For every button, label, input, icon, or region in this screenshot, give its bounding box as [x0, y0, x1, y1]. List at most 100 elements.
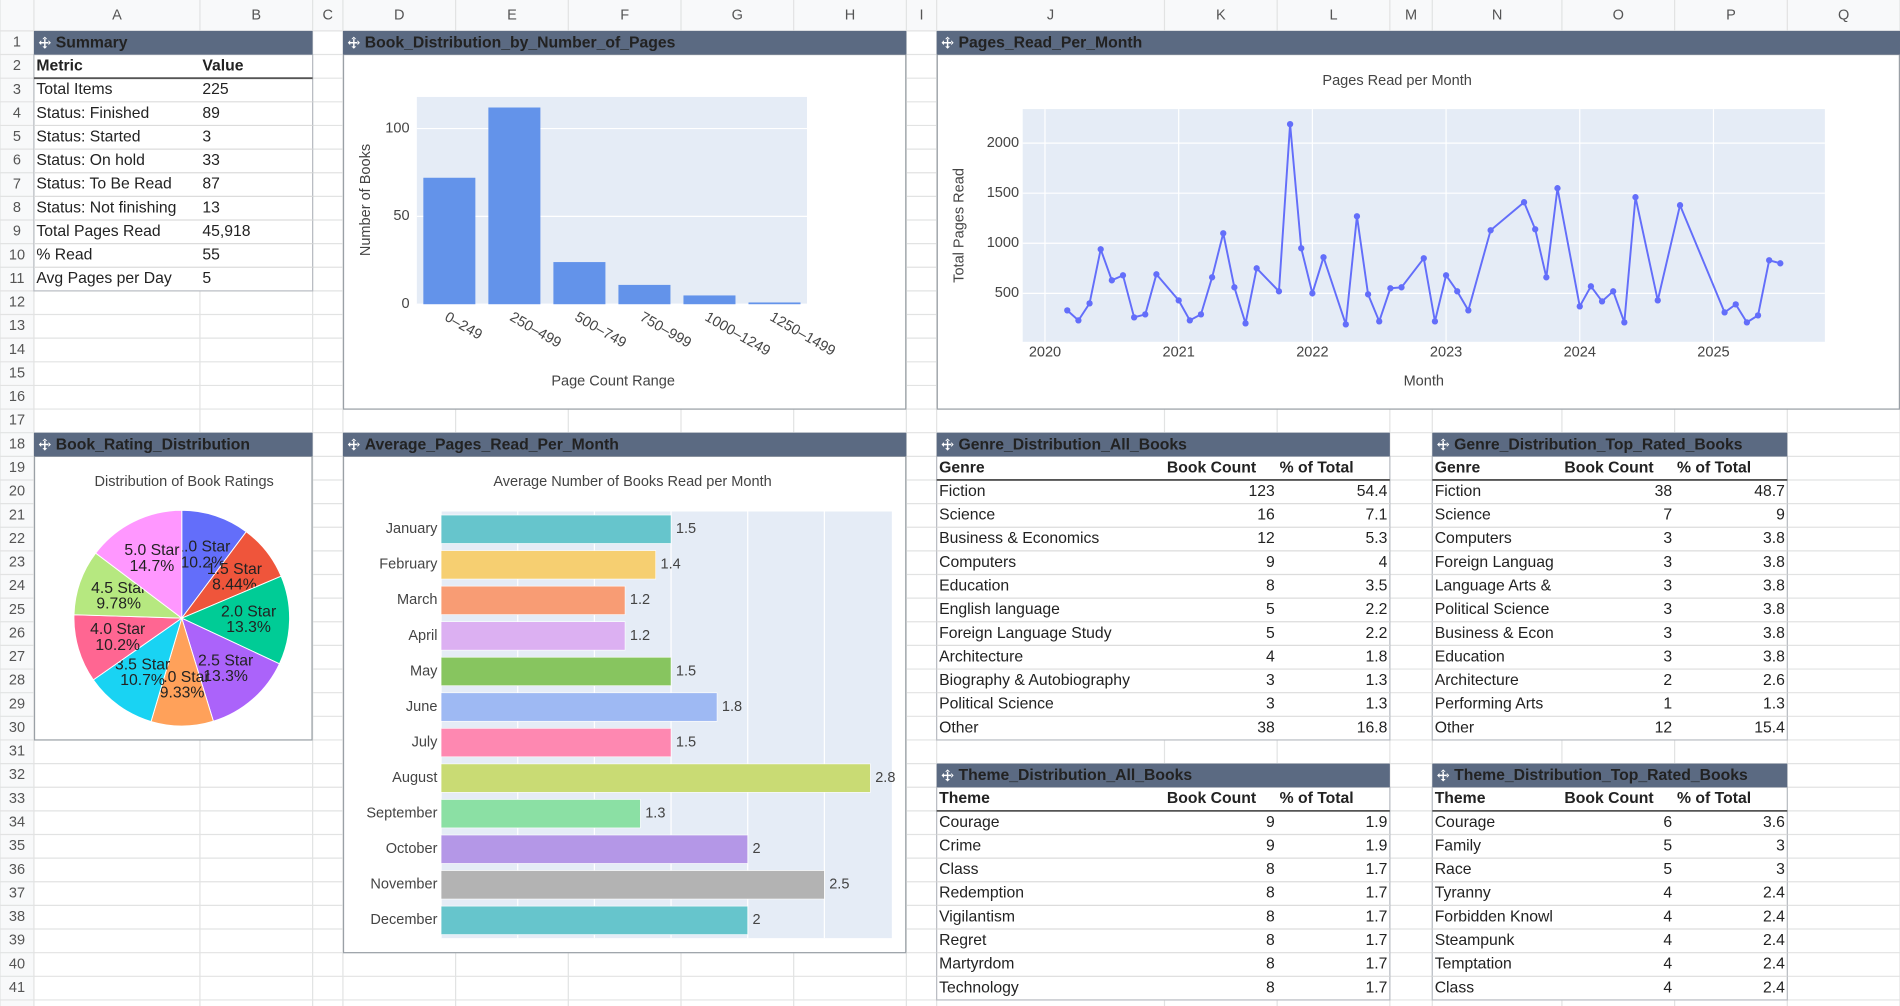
bar: [440, 870, 825, 900]
table-cell: 5: [202, 270, 211, 287]
table-cell: 4: [1663, 932, 1672, 949]
marker: [1242, 320, 1249, 327]
value-label: 1.3: [645, 806, 665, 822]
row-header: 35: [9, 838, 25, 854]
row-header: 41: [9, 980, 25, 996]
move-icon: [347, 438, 360, 451]
table-header-cell: % of Total: [1677, 459, 1751, 476]
bar: [440, 585, 626, 615]
marker: [1442, 272, 1450, 279]
row-header: 21: [9, 507, 25, 523]
slice-value-label: 10.2%: [95, 637, 140, 654]
bar: [618, 284, 671, 305]
row-header: 27: [9, 649, 25, 665]
table-cell: 3.8: [1763, 530, 1785, 547]
table-cell: 5: [1266, 601, 1275, 618]
table-cell: 33: [202, 152, 220, 169]
table-cell: 3: [1663, 530, 1672, 547]
marker: [1142, 311, 1149, 318]
table-cell: % Read: [36, 247, 92, 264]
line: [1066, 124, 1781, 325]
move-icon: [941, 769, 954, 782]
slice-label: 2.0 Star: [221, 603, 276, 620]
row-header: 17: [9, 413, 25, 429]
value-label: 2.5: [829, 877, 849, 893]
bar: [553, 262, 606, 305]
table-cell: 123: [1248, 483, 1275, 500]
table-cell: Computers: [1435, 530, 1512, 547]
table-header-cell: Genre: [1435, 459, 1481, 476]
panel-title: Summary: [56, 34, 128, 51]
marker: [1777, 260, 1784, 267]
pie-slice: [95, 509, 183, 620]
marker: [1654, 297, 1661, 304]
chart-title: Distribution of Book Ratings: [95, 474, 274, 490]
table-cell: 45,918: [202, 223, 250, 240]
table-cell: 4: [1663, 956, 1672, 973]
row-header: 14: [9, 342, 25, 358]
bar: [440, 834, 749, 864]
table-cell: 1.7: [1366, 908, 1388, 925]
row-header: 22: [9, 531, 25, 547]
table-cell: 9: [1776, 507, 1785, 524]
table-cell: 4: [1379, 554, 1388, 571]
table-cell: Total Pages Read: [36, 223, 160, 240]
table-bg: [1431, 786, 1788, 1001]
table-cell: 3.6: [1763, 814, 1785, 831]
row-header: 16: [9, 389, 25, 405]
table-cell: 8: [1266, 908, 1275, 925]
marker: [1342, 321, 1349, 328]
panel-title: Genre_Distribution_Top_Rated_Books: [1454, 436, 1743, 453]
slice-value-label: 10.7%: [120, 672, 165, 689]
bar: [440, 799, 641, 829]
table-cell: Performing Arts: [1435, 696, 1544, 713]
slice-value-label: 10.2%: [180, 554, 225, 571]
table-cell: 9: [1266, 554, 1275, 571]
table-cell: 8: [1266, 979, 1275, 996]
table-cell: Temptation: [1435, 956, 1512, 973]
marker: [1454, 288, 1461, 295]
table-header-cell: % of Total: [1280, 459, 1354, 476]
row-header: 30: [9, 720, 25, 736]
table-cell: Regret: [939, 932, 987, 949]
y-tick-label: 1500: [987, 185, 1019, 201]
row-header: 10: [9, 247, 25, 263]
table-cell: 12: [1257, 530, 1275, 547]
x-axis-label: Page Count Range: [551, 374, 675, 390]
table-cell: Foreign Language Study: [939, 625, 1112, 642]
table-cell: 4: [1266, 648, 1275, 665]
marker: [1587, 283, 1595, 290]
row-header: 34: [9, 815, 25, 831]
marker: [1086, 300, 1093, 307]
marker: [1197, 311, 1205, 318]
column-header: H: [845, 8, 855, 24]
marker: [1543, 274, 1550, 281]
panel-title: Genre_Distribution_All_Books: [958, 436, 1187, 453]
column-header: K: [1216, 8, 1226, 24]
table-cell: Martyrdom: [939, 956, 1014, 973]
table-cell: Courage: [1435, 814, 1496, 831]
table-cell: 2.6: [1763, 672, 1785, 689]
table-cell: 3: [1663, 554, 1672, 571]
plot-bg: [441, 511, 892, 939]
marker: [1320, 254, 1327, 261]
table-cell: Political Science: [1435, 601, 1550, 618]
panel-header: [1432, 763, 1788, 788]
table-cell: 2.2: [1366, 625, 1388, 642]
panel-header: [1432, 432, 1788, 457]
marker: [1175, 297, 1182, 304]
value-label: 1.5: [676, 521, 696, 537]
table-cell: Courage: [939, 814, 1000, 831]
table-cell: 5.3: [1366, 530, 1388, 547]
y-tick-label: 0: [401, 296, 409, 312]
table-cell: 3.8: [1763, 625, 1785, 642]
row-header: 4: [13, 105, 21, 121]
table-cell: 6: [1663, 814, 1672, 831]
marker: [1532, 226, 1539, 233]
column-header: L: [1329, 8, 1337, 24]
table-cell: Total Items: [36, 81, 112, 98]
table-cell: 87: [202, 176, 220, 193]
marker: [1286, 120, 1294, 128]
table-cell: 225: [202, 81, 229, 98]
table-cell: 1.3: [1366, 696, 1388, 713]
